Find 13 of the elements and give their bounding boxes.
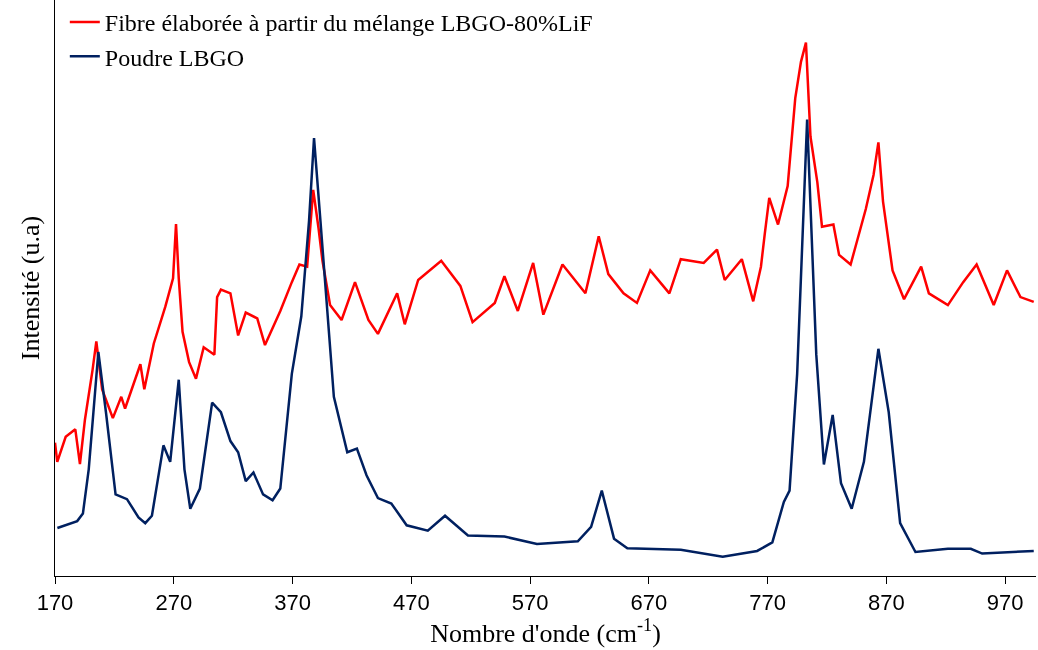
x-tick-label: 470 [392, 590, 430, 616]
legend-label: Fibre élaborée à partir du mélange LBGO-80%LiF [104, 10, 593, 37]
x-tick-label: 170 [36, 590, 74, 616]
x-tick-label: 570 [511, 590, 549, 616]
x-tick-label: 770 [749, 590, 786, 616]
x-tick-label: 970 [986, 590, 1024, 616]
x-tick-label: 270 [155, 590, 193, 616]
x-tick-label: 870 [868, 590, 905, 616]
x-axis-title: Nombre d'onde (cm$^{-1}$) [430, 615, 661, 649]
legend-label: Poudre LBGO [104, 44, 245, 71]
x-tick-label: 670 [630, 590, 668, 616]
x-tick-label: 370 [274, 590, 311, 616]
y-axis-title: Intensité (u.a) [16, 215, 46, 361]
